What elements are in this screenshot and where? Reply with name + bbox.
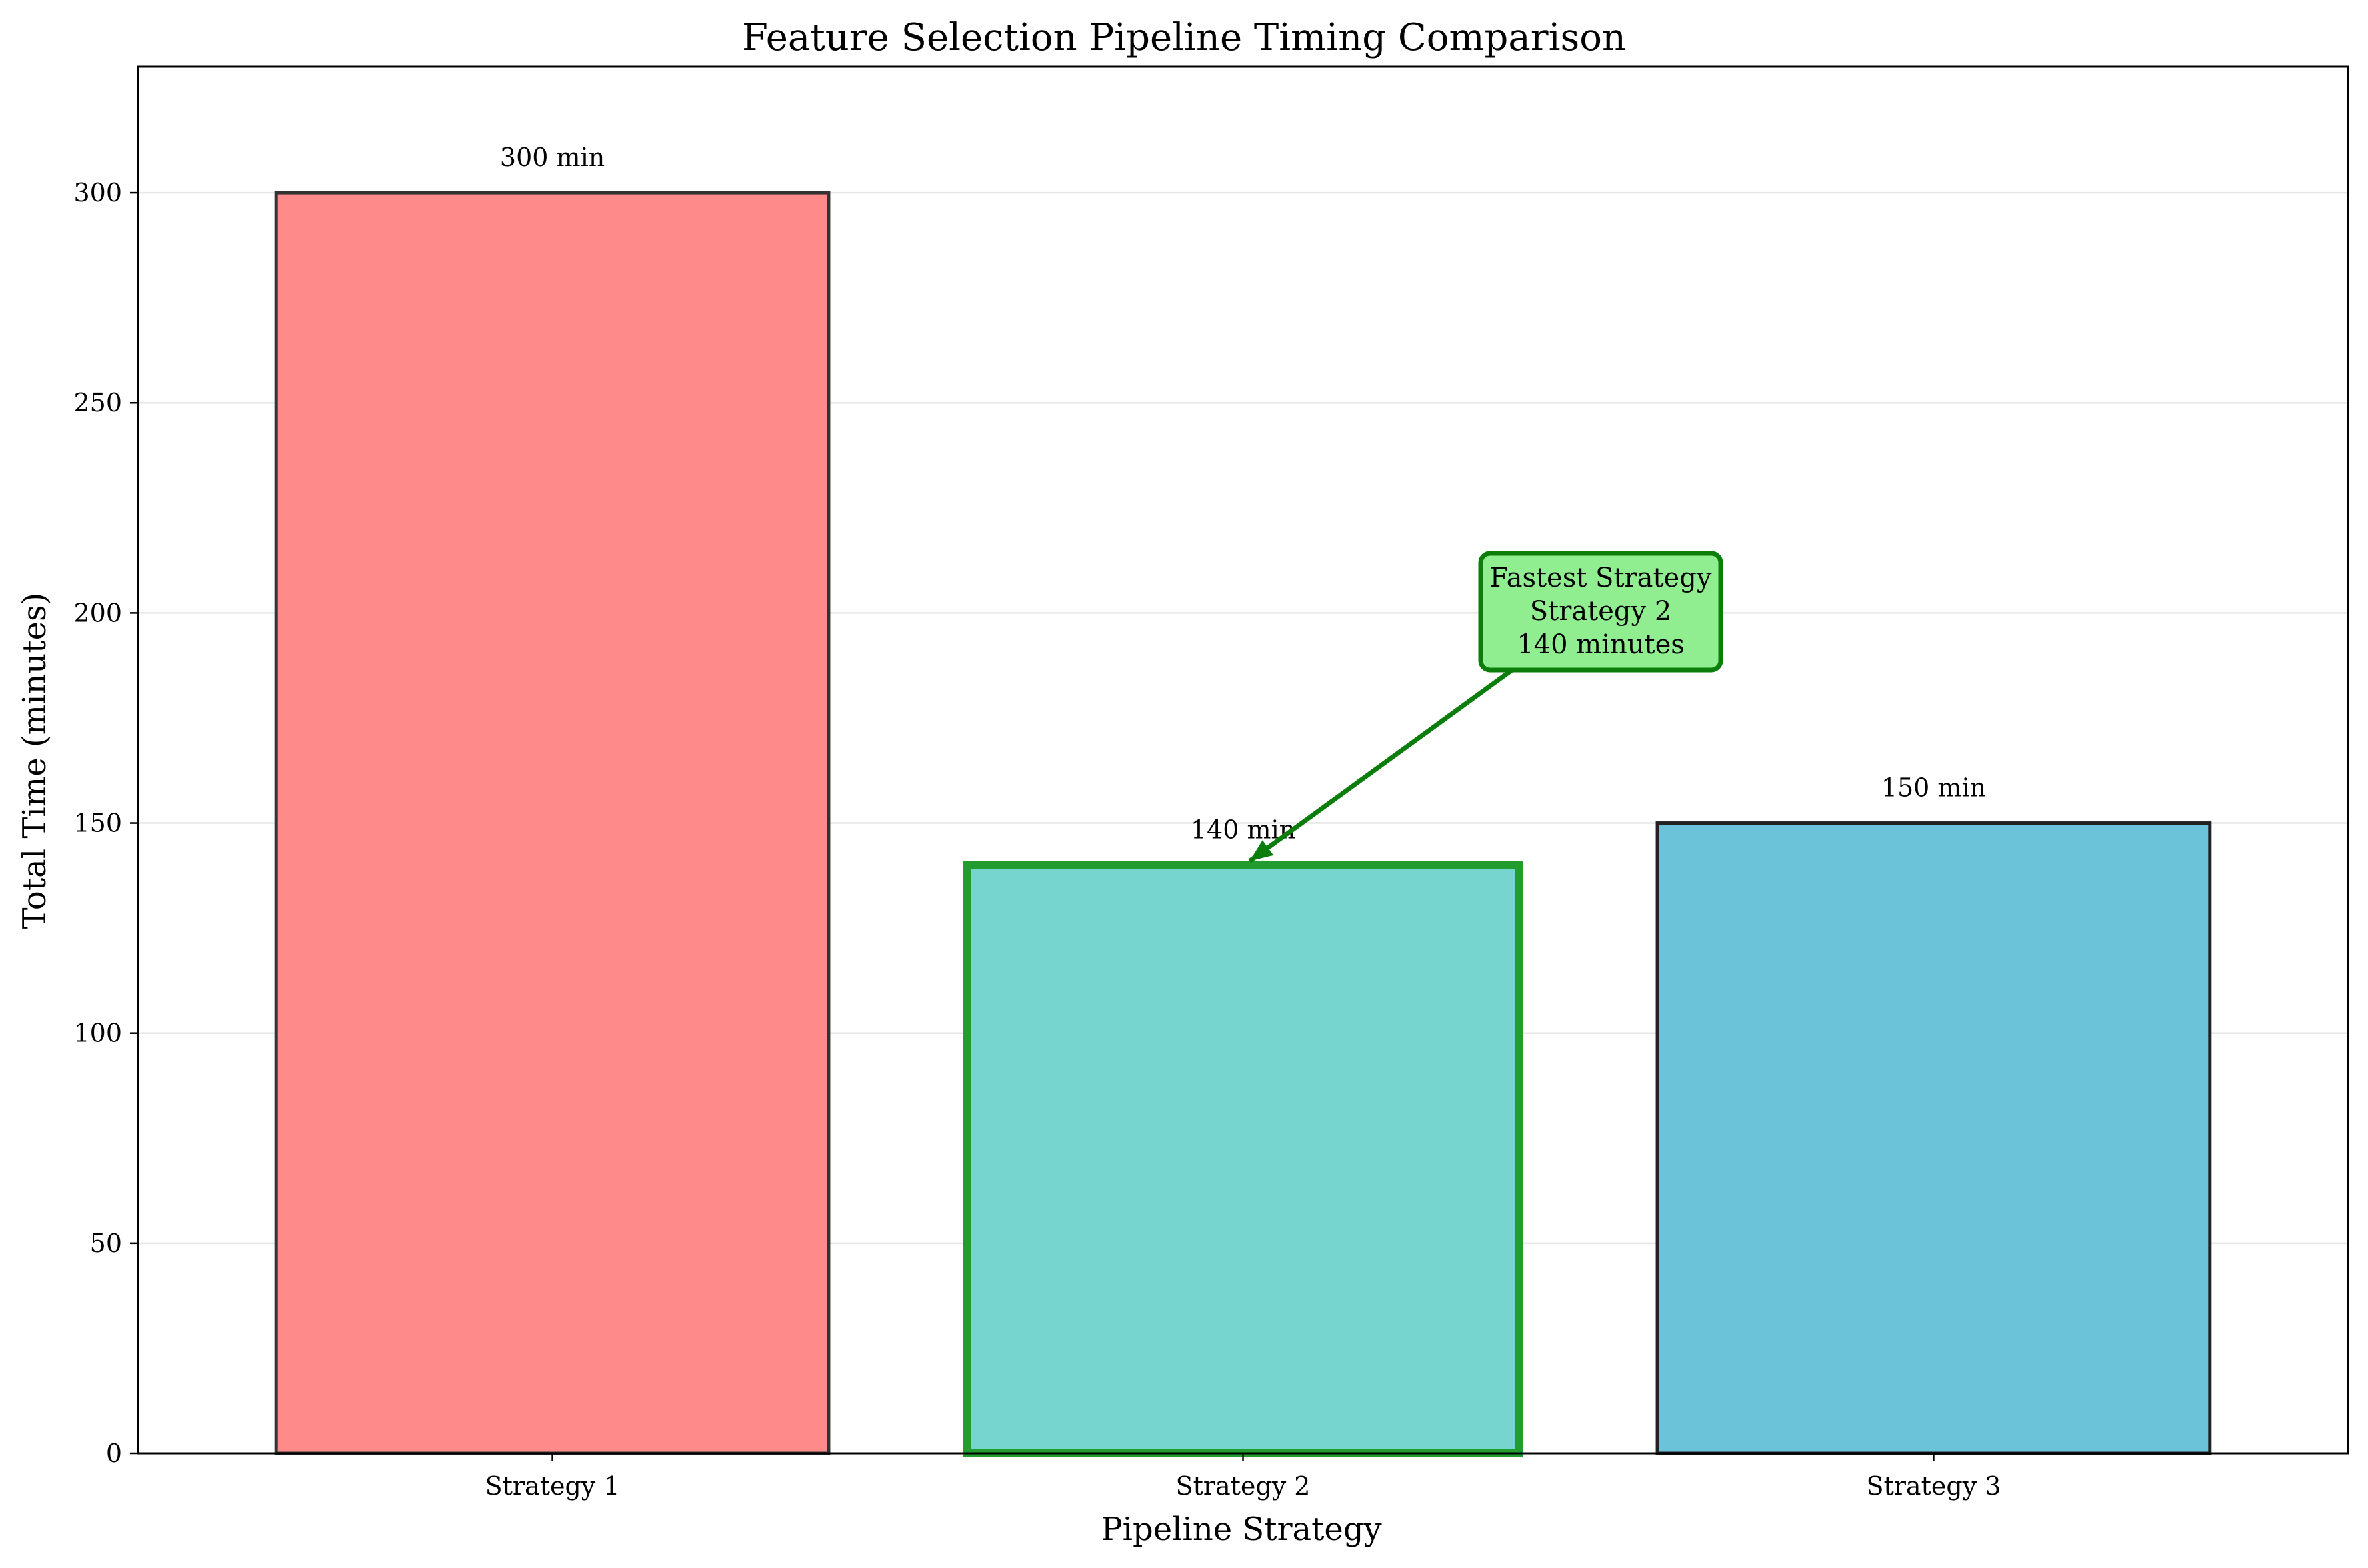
bars (274, 191, 2212, 1458)
annotation-arrowhead (1249, 840, 1274, 861)
annotation-line: Strategy 2 (1530, 596, 1672, 627)
y-tick-label: 0 (106, 1439, 122, 1468)
y-tick-label: 300 (73, 178, 122, 207)
y-axis-label: Total Time (minutes) (16, 593, 53, 929)
chart-title: Feature Selection Pipeline Timing Compar… (742, 16, 1626, 59)
annotation-arrow (1248, 668, 1514, 863)
x-tick-label: Strategy 2 (1176, 1471, 1311, 1501)
bar-strategy-1 (274, 191, 831, 1455)
x-axis-ticks: Strategy 1 Strategy 2 Strategy 3 (485, 1453, 2001, 1501)
y-tick-label: 250 (73, 388, 122, 417)
data-label: 300 min (500, 143, 605, 172)
bar-strategy-3 (1655, 821, 2212, 1455)
x-tick-label: Strategy 1 (485, 1471, 620, 1501)
x-axis-label: Pipeline Strategy (1101, 1511, 1381, 1548)
y-axis-ticks: 0 50 100 150 200 250 300 (73, 178, 138, 1468)
y-tick-label: 100 (73, 1019, 122, 1048)
y-tick-label: 150 (73, 809, 122, 838)
data-label: 150 min (1881, 773, 1986, 803)
annotation-box (1478, 551, 1723, 673)
annotation-line: Fastest Strategy (1490, 563, 1712, 593)
bar-strategy-2 (963, 861, 1523, 1458)
x-tick-label: Strategy 3 (1866, 1471, 2001, 1501)
annotation-line: 140 minutes (1517, 629, 1685, 660)
y-tick-label: 50 (90, 1229, 122, 1258)
y-tick-label: 200 (73, 598, 122, 627)
